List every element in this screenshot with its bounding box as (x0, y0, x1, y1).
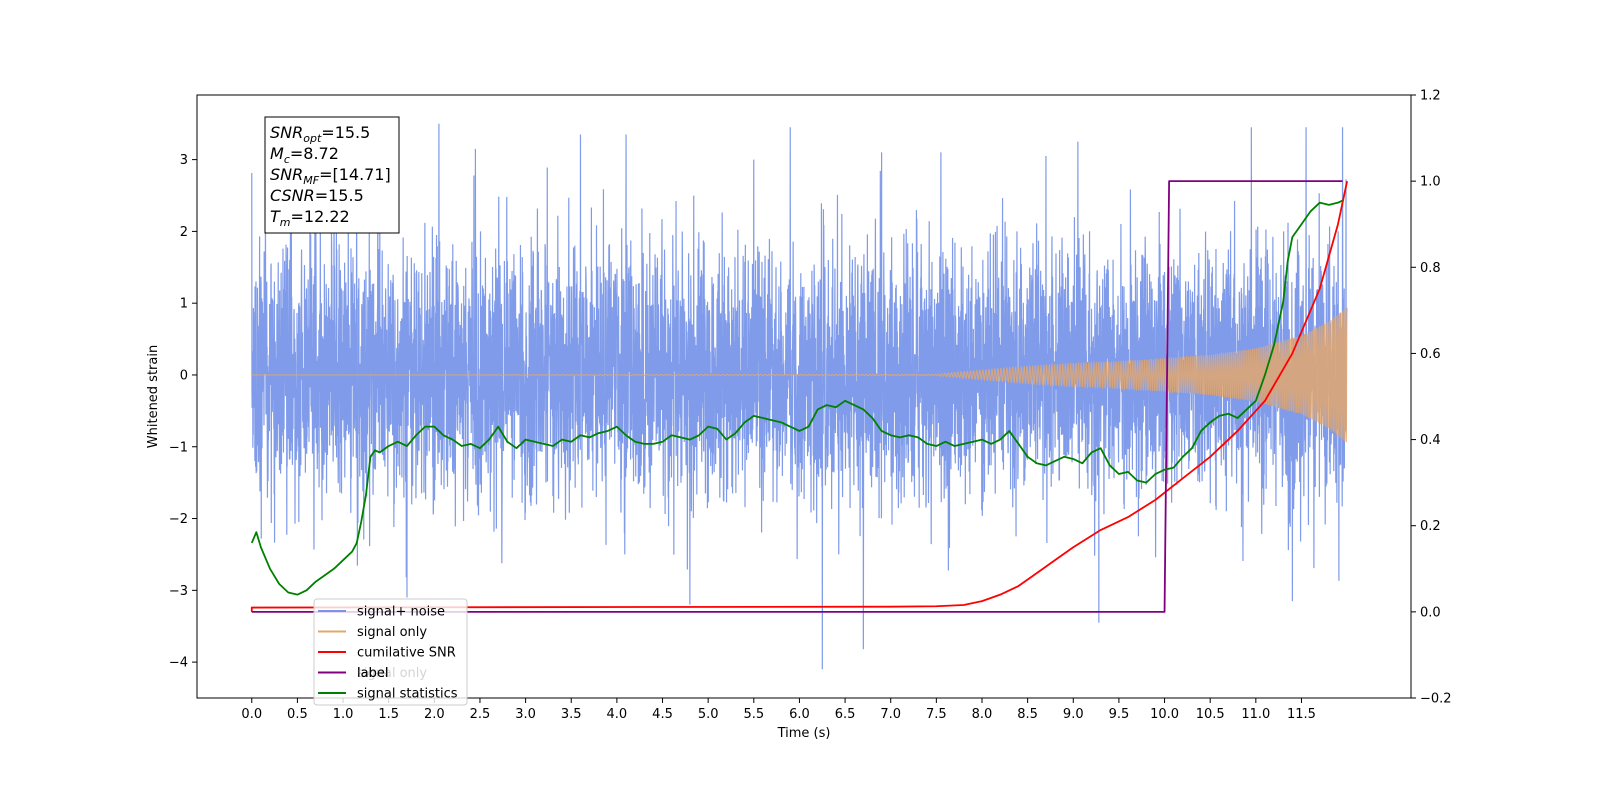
annotation-subscript: c (284, 153, 290, 166)
x-tick-label: 0.5 (287, 707, 308, 722)
annotation-line: Mc=8.72 (270, 144, 339, 166)
x-tick-label: 1.5 (378, 707, 399, 722)
annotation-symbol: M (270, 144, 284, 163)
legend-label: cumilative SNR (357, 646, 456, 661)
y-right-tick-label: 0.8 (1420, 261, 1441, 276)
y-left-tick-label: −2 (169, 512, 188, 527)
x-tick-label: 7.5 (926, 707, 947, 722)
annotation-line: Tm=12.22 (270, 207, 350, 229)
x-tick-label: 2.5 (470, 707, 491, 722)
annotation-line: CSNR=15.5 (270, 186, 364, 205)
annotation-subscript: MF (303, 174, 319, 187)
annotation-symbol: CSNR (270, 186, 315, 205)
x-tick-label: 10.5 (1196, 707, 1225, 722)
x-tick-label: 6.0 (789, 707, 810, 722)
annotation-line: SNRMF=[14.71] (270, 165, 391, 187)
series-signal-plus-noise (251, 123, 1347, 670)
annotation-value: =12.22 (291, 207, 350, 226)
annotation-value: =15.5 (321, 123, 370, 142)
x-tick-label: 9.5 (1109, 707, 1130, 722)
legend-label: label (357, 666, 388, 681)
x-tick-label: 5.5 (743, 707, 764, 722)
y-left-tick-label: 2 (180, 225, 188, 240)
y-right-tick-label: 0.2 (1420, 519, 1441, 534)
x-tick-label: 10.0 (1150, 707, 1179, 722)
annotation-line: SNRopt=15.5 (270, 123, 370, 145)
x-tick-label: 5.0 (698, 707, 719, 722)
annotation-symbol: T (270, 207, 281, 226)
annotation-value: =8.72 (290, 144, 339, 163)
legend-label: signal statistics (357, 687, 458, 702)
legend-label: signal only (357, 625, 427, 640)
y-right-tick-label: 0.4 (1420, 433, 1441, 448)
axes-frame (196, 94, 1412, 699)
x-tick-label: 11.5 (1287, 707, 1316, 722)
x-tick-label: 0.0 (241, 707, 262, 722)
annotation-subscript: m (280, 216, 291, 229)
plot-area (250, 123, 1348, 670)
legend-overlap-text: signal only (357, 666, 427, 681)
series-label (251, 180, 1343, 613)
legend-frame (313, 598, 468, 706)
annotation-value: =15.5 (315, 186, 364, 205)
x-tick-label: 8.0 (972, 707, 993, 722)
legend: signal+ noise signal only cumilative SNR la… (313, 598, 468, 706)
x-tick-label: 2.0 (424, 707, 445, 722)
x-tick-label: 4.0 (607, 707, 628, 722)
x-tick-label: 3.0 (515, 707, 536, 722)
annotation-symbol: SNR (270, 123, 303, 142)
y-right-tick-label: 1.0 (1420, 175, 1441, 190)
x-tick-label: 4.5 (652, 707, 673, 722)
series-cumulative-snr (250, 180, 1348, 612)
annotation-value: =[14.71] (319, 165, 391, 184)
x-tick-label: 1.0 (333, 707, 354, 722)
x-tick-label: 6.5 (835, 707, 856, 722)
y-left-tick-label: 0 (180, 368, 188, 383)
annotation-box: SNRopt=15.5Mc=8.72SNRMF=[14.71]CSNR=15.5… (264, 116, 400, 234)
y-left-tick-label: 1 (180, 297, 188, 312)
x-tick-label: 11.0 (1241, 707, 1270, 722)
y-left-tick-label: −1 (169, 440, 188, 455)
series-signal-statistics (250, 199, 1343, 596)
x-tick-label: 3.5 (561, 707, 582, 722)
y-left-tick-label: −3 (169, 584, 188, 599)
series-signal-only (251, 307, 1348, 443)
y-right-tick-label: 0.0 (1420, 605, 1441, 620)
y-left-tick-label: −4 (169, 656, 188, 671)
x-tick-label: 9.0 (1063, 707, 1084, 722)
y-right-tick-label: 1.2 (1420, 89, 1441, 104)
y-right-tick-label: 0.6 (1420, 347, 1441, 362)
legend-label-front: label (357, 666, 388, 681)
ticks: 0.0 0.5 1.0 1.5 2.0 2.5 3.0 3.5 4.0 4.5 5.0 5.5 6.0 6… (169, 89, 1452, 723)
annotation-subscript: opt (303, 132, 322, 145)
y-left-tick-label: 3 (180, 153, 188, 168)
legend-label: signal+ noise (357, 605, 445, 620)
x-tick-label: 7.0 (880, 707, 901, 722)
y-axis-label-left: Whitened strain (146, 345, 161, 448)
annotation-symbol: SNR (270, 165, 303, 184)
x-axis-label: Time (s) (777, 726, 831, 741)
y-right-tick-label: −0.2 (1420, 692, 1452, 707)
annotation-frame (264, 116, 400, 234)
x-tick-label: 8.5 (1017, 707, 1038, 722)
